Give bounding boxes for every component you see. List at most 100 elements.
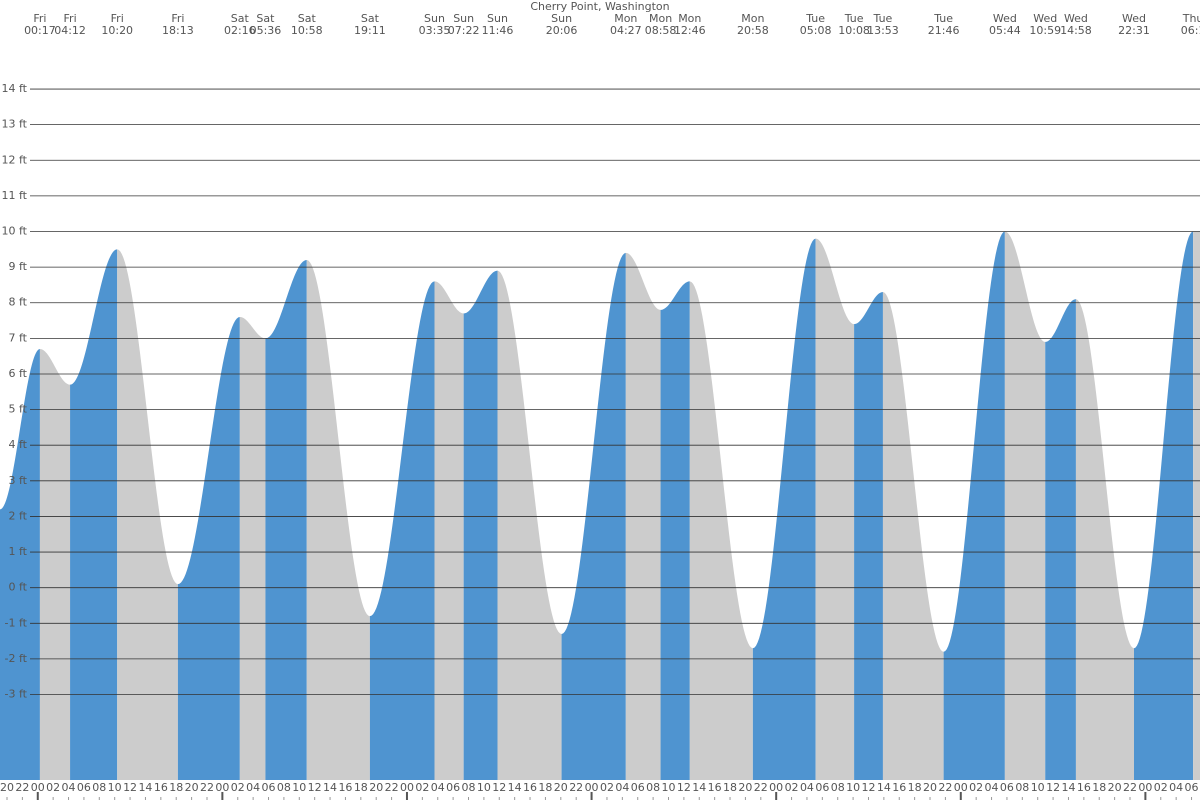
x-tick-label: 12 (861, 781, 875, 794)
x-tick-label: 20 (554, 781, 568, 794)
extreme-day: Sun (487, 12, 508, 25)
extreme-day: Sat (231, 12, 250, 25)
extreme-day: Sun (453, 12, 474, 25)
x-tick-label: 22 (938, 781, 952, 794)
x-tick-label: 16 (708, 781, 722, 794)
x-tick-label: 14 (1061, 781, 1075, 794)
x-tick-label: 20 (369, 781, 383, 794)
x-tick-label: 14 (138, 781, 152, 794)
x-tick-label: 22 (15, 781, 29, 794)
extreme-time: 22:31 (1118, 24, 1150, 37)
falling-tide (239, 316, 266, 780)
rising-tide (0, 349, 40, 780)
x-tick-label: 10 (108, 781, 122, 794)
extreme-day: Fri (33, 12, 46, 25)
y-tick-label: 13 ft (2, 118, 28, 131)
x-tick-label: 20 (923, 781, 937, 794)
rising-tide (265, 260, 307, 780)
y-tick-label: -2 ft (5, 652, 28, 665)
x-tick-label: 10 (477, 781, 491, 794)
x-tick-label: 22 (754, 781, 768, 794)
extreme-day: Tue (844, 12, 864, 25)
extreme-time: 00:17 (24, 24, 56, 37)
x-tick-label: 00 (215, 781, 229, 794)
extreme-day: Mon (614, 12, 637, 25)
extreme-day: Fri (64, 12, 77, 25)
x-tick-label: 12 (492, 781, 506, 794)
x-tick-label: 02 (46, 781, 60, 794)
extreme-time: 21:46 (928, 24, 960, 37)
extreme-day: Sun (551, 12, 572, 25)
chart-title: Cherry Point, Washington (530, 0, 669, 13)
extreme-day: Sun (424, 12, 445, 25)
extreme-time: 19:11 (354, 24, 386, 37)
falling-tide (497, 270, 562, 780)
extreme-day: Mon (741, 12, 764, 25)
falling-tide (434, 281, 464, 780)
x-tick-label: 10 (846, 781, 860, 794)
extreme-day: Wed (1122, 12, 1146, 25)
falling-tide (689, 281, 753, 780)
y-tick-label: 12 ft (2, 153, 28, 166)
extreme-time: 10:59 (1029, 24, 1061, 37)
x-tick-label: 02 (231, 781, 245, 794)
rising-tide (1045, 299, 1076, 780)
rising-tide (752, 238, 816, 780)
x-tick-label: 02 (785, 781, 799, 794)
extreme-day: Tue (805, 12, 825, 25)
extreme-day: Mon (678, 12, 701, 25)
rising-tide (70, 249, 118, 780)
x-tick-label: 14 (508, 781, 522, 794)
x-tick-label: 20 (1108, 781, 1122, 794)
extreme-day: Thu (1182, 12, 1200, 25)
x-tick-label: 00 (400, 781, 414, 794)
y-tick-label: 14 ft (2, 82, 28, 95)
x-tick-label: 18 (169, 781, 183, 794)
x-tick-label: 06 (446, 781, 460, 794)
x-tick-label: 04 (800, 781, 814, 794)
x-tick-label: 08 (462, 781, 476, 794)
y-tick-label: 7 ft (9, 331, 28, 344)
rising-tide (854, 292, 883, 780)
x-tick-label: 18 (538, 781, 552, 794)
y-tick-label: 1 ft (9, 545, 28, 558)
x-tick-label: 14 (877, 781, 891, 794)
x-tick-label: 22 (569, 781, 583, 794)
x-tick-label: 04 (1169, 781, 1183, 794)
rising-tide (177, 316, 240, 780)
x-tick-label: 12 (677, 781, 691, 794)
x-tick-label: 04 (615, 781, 629, 794)
extreme-time: 08:58 (645, 24, 677, 37)
x-tick-label: 10 (1031, 781, 1045, 794)
x-tick-label: 06 (1185, 781, 1199, 794)
x-tick-label: 22 (200, 781, 214, 794)
x-tick-label: 14 (323, 781, 337, 794)
extreme-time: 18:13 (162, 24, 194, 37)
x-tick-label: 00 (954, 781, 968, 794)
extreme-day: Fri (171, 12, 184, 25)
x-tick-label: 04 (985, 781, 999, 794)
extreme-day: Wed (1033, 12, 1057, 25)
extreme-day: Tue (873, 12, 893, 25)
extreme-time: 10:20 (101, 24, 133, 37)
x-tick-label: 00 (769, 781, 783, 794)
falling-tide (306, 260, 370, 780)
falling-tide (1004, 231, 1046, 780)
y-tick-label: 0 ft (9, 581, 28, 594)
extreme-time: 20:58 (737, 24, 769, 37)
y-tick-label: 4 ft (9, 438, 28, 451)
rising-tide (463, 270, 498, 780)
x-tick-label: 18 (908, 781, 922, 794)
falling-tide (1075, 299, 1134, 780)
x-tick-label: 20 (185, 781, 199, 794)
x-tick-label: 06 (815, 781, 829, 794)
x-tick-label: 04 (431, 781, 445, 794)
extreme-time: 02:16 (224, 24, 256, 37)
x-tick-label: 06 (262, 781, 276, 794)
x-tick-label: 14 (692, 781, 706, 794)
extreme-day: Tue (933, 12, 953, 25)
extreme-time: 05:36 (250, 24, 282, 37)
rising-tide (1134, 231, 1194, 780)
extreme-time: 05:44 (989, 24, 1021, 37)
